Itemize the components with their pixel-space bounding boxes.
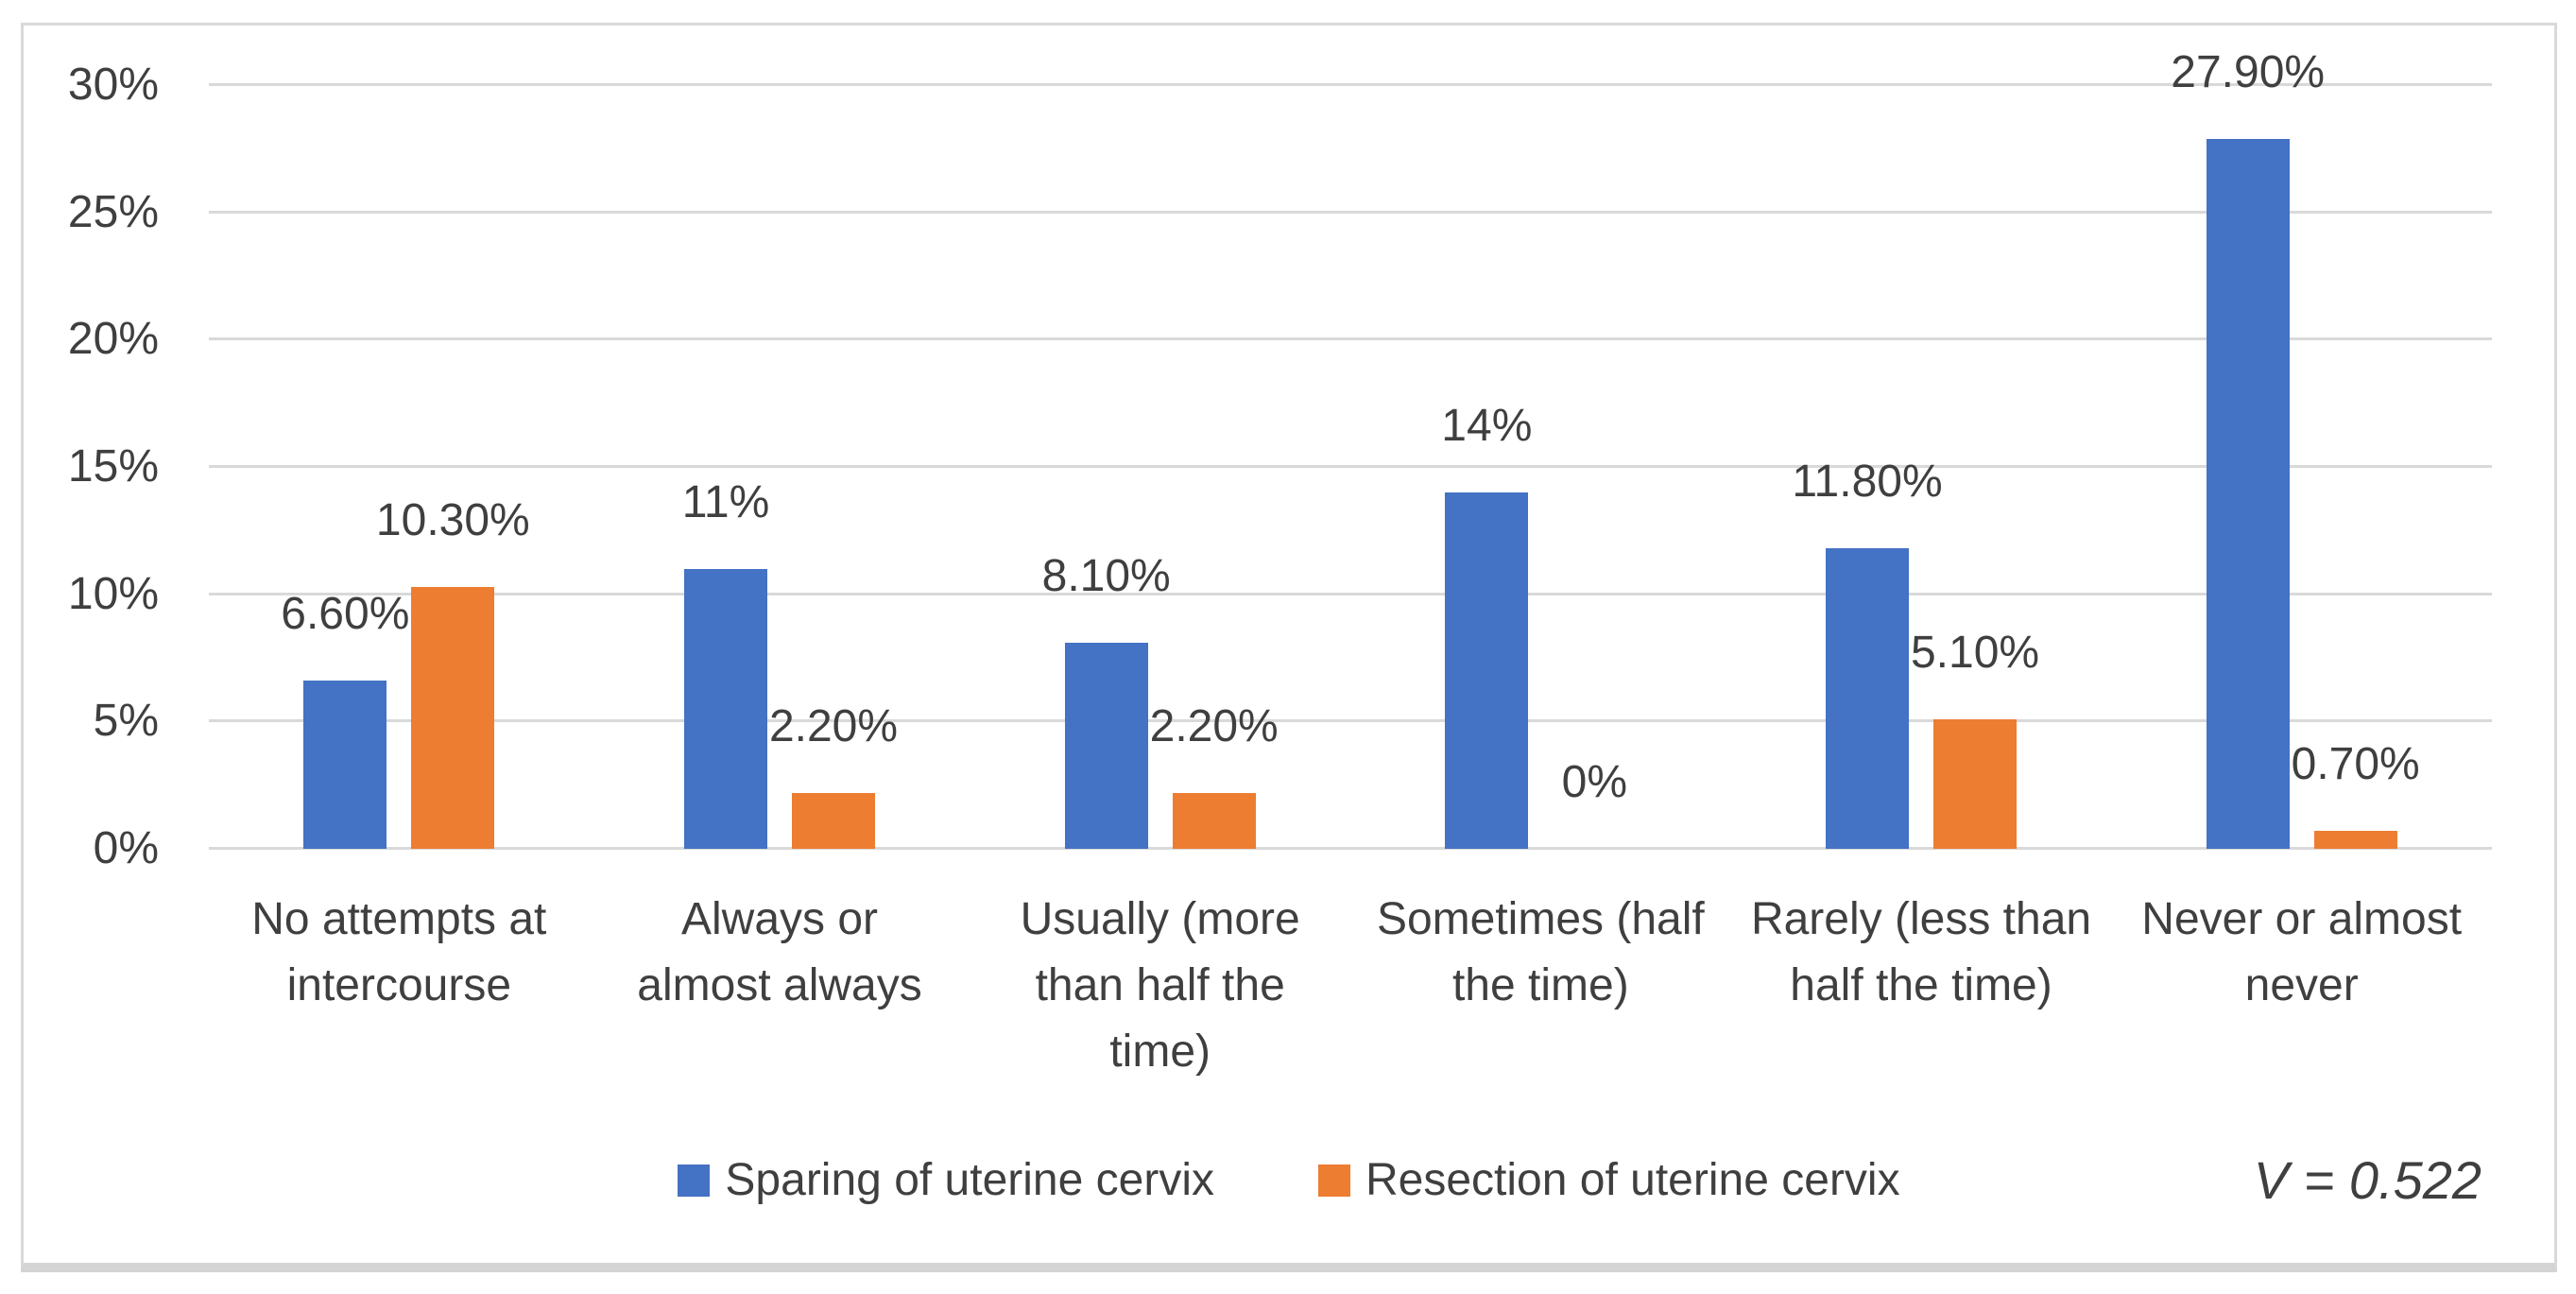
gridline — [209, 83, 2492, 86]
bar-sparing — [1826, 548, 1910, 849]
y-axis-tick-label: 10% — [67, 568, 159, 619]
gridline — [209, 719, 2492, 723]
bar-sparing — [2206, 138, 2290, 849]
data-label: 11% — [681, 476, 770, 527]
bar-resection — [411, 586, 495, 849]
legend: Sparing of uterine cervix Resection of u… — [24, 1156, 2554, 1205]
category-label: Usually (more than half the time) — [1020, 894, 1300, 1077]
y-axis-tick-label: 5% — [93, 696, 159, 747]
category-label: Sometimes (half the time) — [1376, 894, 1705, 1010]
y-axis-tick-label: 0% — [93, 823, 159, 873]
cramers-v-annotation: V = 0.522 — [2253, 1150, 2482, 1210]
bar-resection — [1172, 792, 1256, 849]
category-label: Always or almost always — [637, 894, 922, 1010]
bar-sparing — [1445, 492, 1529, 849]
gridline — [209, 465, 2492, 468]
category-label: Rarely (less than half the time) — [1750, 894, 2092, 1010]
legend-label-sparing: Sparing of uterine cervix — [725, 1155, 1214, 1205]
legend-swatch-resection — [1318, 1165, 1350, 1197]
plot-area: 0% 5% 10% 15% 20% 25% 30% 6.60% 10.30% No attempt… — [68, 49, 2492, 1077]
data-label: 0% — [1561, 757, 1628, 807]
bar-sparing — [303, 681, 387, 849]
category-slot: 11.80% 5.10% Rarely (less than half the ti… — [1731, 85, 2112, 1010]
legend-item-resection: Resection of uterine cervix — [1318, 1156, 1900, 1205]
chart-frame: 0% 5% 10% 15% 20% 25% 30% 6.60% 10.30% No attempt… — [21, 23, 2557, 1272]
data-label: 10.30% — [375, 494, 530, 545]
data-label: 11.80% — [1792, 457, 1943, 508]
category-slot: 27.90% 0.70% Never or almost never — [2111, 49, 2492, 1010]
bar-sparing — [1064, 642, 1148, 849]
gridline — [209, 592, 2492, 595]
category-slots: 6.60% 10.30% No attempts at intercourse 11%… — [209, 49, 2492, 1077]
data-label: 6.60% — [281, 589, 410, 640]
bar-resection — [1933, 718, 2018, 849]
legend-item-sparing: Sparing of uterine cervix — [678, 1156, 1214, 1205]
category-label: No attempts at intercourse — [251, 894, 547, 1010]
gridline — [209, 847, 2492, 850]
data-label: 27.90% — [2171, 46, 2326, 97]
y-axis-tick-label: 15% — [67, 441, 159, 492]
category-slot: 11% 2.20% Always or almost always — [590, 85, 970, 1010]
legend-label-resection: Resection of uterine cervix — [1365, 1155, 1900, 1205]
category-slot: 14% 0% Sometimes (half the time) — [1350, 85, 1731, 1010]
gridline — [209, 337, 2492, 341]
legend-swatch-sparing — [678, 1165, 711, 1197]
data-label: 2.20% — [1149, 700, 1279, 751]
data-label: 8.10% — [1041, 550, 1171, 601]
data-label: 14% — [1441, 400, 1533, 451]
gridline — [209, 210, 2492, 214]
bar-resection — [2313, 831, 2397, 849]
category-label: Never or almost never — [2141, 894, 2463, 1010]
bar-resection — [792, 792, 875, 849]
y-axis-tick-label: 30% — [67, 60, 159, 110]
category-slot: 8.10% 2.20% Usually (more than half the ti… — [970, 85, 1350, 1077]
data-label: 5.10% — [1910, 627, 2040, 678]
data-label: 0.70% — [2291, 739, 2420, 790]
y-axis-tick-label: 20% — [67, 314, 159, 365]
bar-sparing — [684, 568, 767, 849]
category-slot: 6.60% 10.30% No attempts at intercourse — [209, 85, 590, 1010]
data-label: 2.20% — [768, 700, 899, 751]
y-axis-tick-label: 25% — [67, 186, 159, 237]
